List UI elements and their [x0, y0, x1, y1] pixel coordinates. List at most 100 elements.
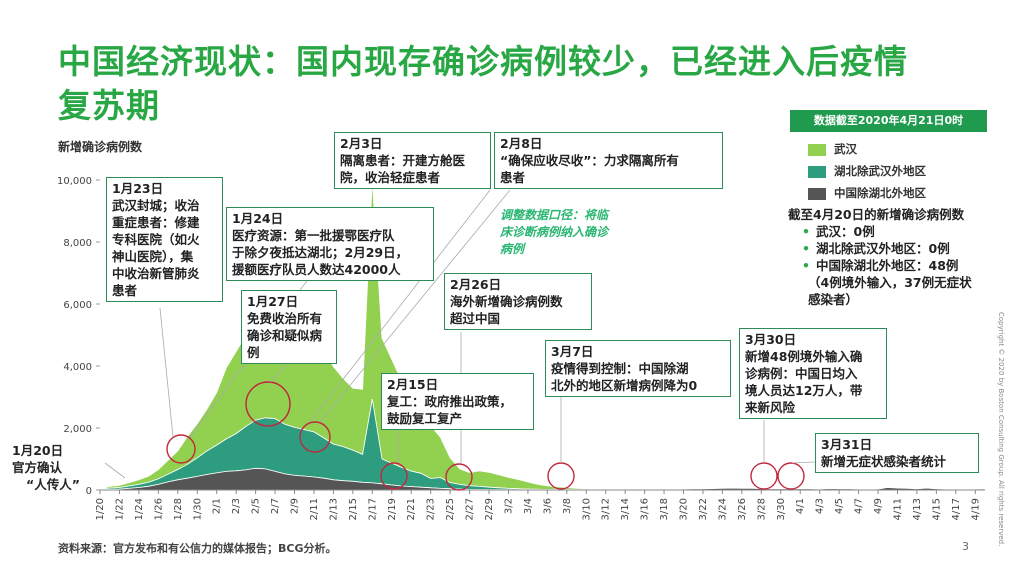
event-text: 神山医院），集: [112, 249, 194, 264]
x-tick-label: 1/22: [114, 498, 125, 520]
event-circle: [166, 434, 196, 464]
stats-heading: 截至4月20日的新增确诊病例数: [788, 207, 965, 222]
event-text: 复工：政府推出政策，: [387, 394, 513, 409]
event-text: 于除夕夜抵达湖北；2月29日，: [232, 245, 409, 260]
event-text: 医疗资源：第一批援鄂医疗队: [232, 228, 395, 243]
event-date: 2月26日: [450, 277, 502, 292]
event-mar31: 3月31日 新增无症状感染者统计: [815, 433, 979, 473]
stats-wuhan: 武汉：0例: [802, 223, 973, 240]
stats-summary: 截至4月20日的新增确诊病例数 武汉：0例 湖北除武汉外地区：0例 中国除湖北外…: [788, 206, 973, 308]
x-tick-label: 1/24: [134, 498, 145, 520]
event-feb3: 2月3日 隔离患者：开建方舱医 院，收治轻症患者: [334, 132, 491, 189]
event-circle: [380, 462, 408, 490]
x-tick-label: 3/12: [601, 498, 612, 520]
x-tick-label: 2/21: [406, 498, 417, 520]
event-text: 疫情得到控制：中国除湖: [551, 361, 689, 376]
source-note: 资料来源：官方发布和有公信力的媒体报告；BCG分析。: [58, 542, 337, 555]
x-tick-label: 4/13: [912, 498, 923, 520]
x-tick-label: 2/11: [309, 498, 320, 520]
x-tick-label: 3/2: [503, 498, 514, 514]
note-line: 调整数据口径：将临: [500, 208, 609, 222]
event-text: 境人员达12万人，带: [745, 383, 863, 398]
x-tick-label: 4/9: [873, 498, 884, 514]
event-jan24: 1月24日 医疗资源：第一批援鄂医疗队 于除夕夜抵达湖北；2月29日， 援额医疗…: [226, 207, 434, 281]
x-tick-label: 3/24: [717, 498, 728, 520]
event-text: “确保应收尽收”：力求隔离所有: [500, 153, 679, 168]
y-tick-label: 0: [86, 486, 92, 497]
event-text: 鼓励复工复产: [387, 411, 463, 426]
x-tick-label: 4/5: [834, 498, 845, 514]
event-circle: [547, 462, 575, 490]
y-tick-label: 10,000: [57, 176, 92, 187]
copyright-note: Copyright © 2020 by Boston Consulting Gr…: [997, 312, 1005, 547]
event-text: 超过中国: [450, 311, 501, 326]
event-jan23: 1月23日 武汉封城；收治 重症患者：修建 专科医院（如火 神山医院），集 中收…: [106, 177, 223, 302]
leader-line: [791, 461, 816, 464]
x-tick-label: 2/13: [328, 498, 339, 520]
event-text: 中收治新管肺炎: [112, 266, 200, 281]
event-text: 重症患者：修建: [112, 215, 200, 230]
x-tick-label: 2/9: [290, 498, 301, 514]
data-adjustment-note: 调整数据口径：将临 床诊断病例纳入确诊 病例: [500, 207, 608, 258]
event-feb8: 2月8日 “确保应收尽收”：力求隔离所有 患者: [494, 132, 723, 189]
event-circle: [777, 462, 805, 490]
x-tick-label: 2/23: [426, 498, 437, 520]
event-circle: [245, 381, 291, 427]
x-tick-label: 3/10: [581, 498, 592, 520]
event-circle: [445, 463, 473, 491]
y-tick-label: 6,000: [63, 300, 92, 311]
x-tick-label: 1/30: [192, 498, 203, 520]
x-tick-label: 1/20: [95, 498, 106, 520]
y-tick-label: 4,000: [63, 362, 92, 373]
x-tick-label: 3/22: [698, 498, 709, 520]
note-line: 床诊断病例纳入确诊: [500, 225, 609, 239]
x-tick-label: 3/6: [542, 498, 553, 514]
x-tick-label: 2/29: [484, 498, 495, 520]
legend-label: 武汉: [834, 142, 857, 156]
x-tick-label: 3/14: [620, 498, 631, 520]
event-mar7: 3月7日 疫情得到控制：中国除湖 北外的地区新增病例降为0: [545, 340, 731, 397]
x-tick-label: 2/17: [367, 498, 378, 520]
event-date: 1月27日: [247, 294, 299, 309]
event-text: 确诊和疑似病: [247, 328, 323, 343]
x-tick-label: 2/15: [348, 498, 359, 520]
leader-line: [159, 307, 174, 438]
event-circle: [299, 421, 331, 453]
event-text: 隔离患者：开建方舱医: [340, 153, 466, 168]
x-tick-label: 2/3: [231, 498, 242, 514]
stats-hubei: 湖北除武汉外地区：0例: [802, 240, 973, 257]
legend-item-hubei: 湖北除武汉外地区: [808, 163, 926, 179]
event-text: 患者: [112, 283, 138, 298]
event-mar30: 3月30日 新增48例境外输入确 诊病例：中国日均入 境人员达12万人，带 来新…: [739, 328, 887, 419]
event-text: 海外新增确诊病例数: [450, 294, 563, 309]
legend-label: 中国除湖北外地区: [834, 186, 926, 200]
event-date: 3月31日: [821, 437, 873, 452]
y-axis-label: 新增确诊病例数: [58, 140, 143, 154]
event-jan20: 1月20日 官方确认 “人传人”: [12, 442, 80, 493]
x-tick-label: 4/17: [951, 498, 962, 520]
stats-note: （4例境外输入，37例无症状感染者）: [808, 275, 972, 307]
event-text: 援额医疗队员人数达42000人: [232, 262, 401, 277]
event-date: 2月15日: [387, 377, 439, 392]
event-text: 例: [247, 345, 260, 360]
x-tick-label: 3/20: [679, 498, 690, 520]
event-circle: [750, 462, 778, 490]
event-text: “人传人”: [26, 477, 80, 492]
x-tick-label: 2/25: [445, 498, 456, 520]
event-date: 3月7日: [551, 344, 594, 359]
x-tick-label: 4/1: [795, 498, 806, 514]
x-tick-label: 4/19: [970, 498, 981, 520]
x-tick-label: 2/27: [465, 498, 476, 520]
x-tick-label: 3/8: [562, 498, 573, 514]
x-tick-label: 2/19: [387, 498, 398, 520]
page-title: 中国经济现状：国内现存确诊病例较少，已经进入后疫情复苏期: [58, 42, 908, 125]
x-tick-label: 4/15: [931, 498, 942, 520]
event-text: 免费收治所有: [247, 311, 323, 326]
x-tick-label: 3/26: [737, 498, 748, 520]
event-date: 1月23日: [112, 181, 164, 196]
stats-china: 中国除湖北外地区：48例: [802, 257, 973, 274]
event-feb15: 2月15日 复工：政府推出政策， 鼓励复工复产: [381, 373, 534, 430]
y-tick-label: 8,000: [63, 238, 92, 249]
stats-list: 武汉：0例 湖北除武汉外地区：0例 中国除湖北外地区：48例: [788, 223, 973, 274]
